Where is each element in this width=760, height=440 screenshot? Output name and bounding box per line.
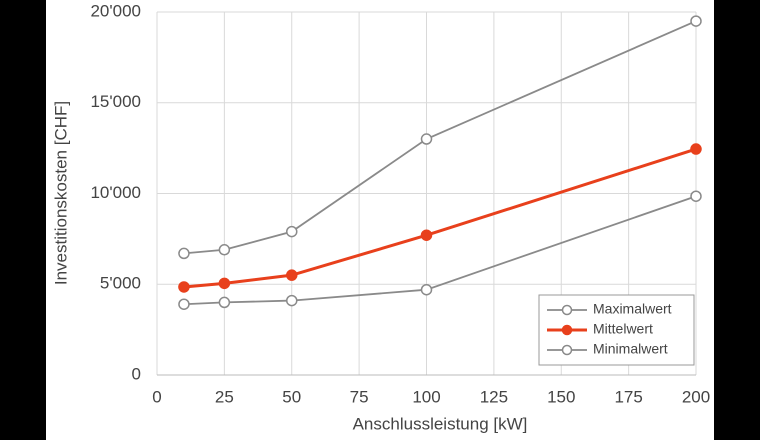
x-tick-label: 50: [282, 387, 301, 406]
x-tick-label: 125: [480, 387, 508, 406]
side-bar: [0, 0, 46, 440]
y-tick-label: 10'000: [90, 183, 141, 202]
x-tick-label: 25: [215, 387, 234, 406]
series-line: [183, 147, 697, 289]
point: [420, 133, 433, 145]
x-axis-label: Anschlussleistung [kW]: [353, 414, 528, 433]
x-tick-label: 200: [682, 387, 710, 406]
y-tick-label: 5'000: [100, 274, 141, 293]
x-tick-label: 100: [412, 387, 440, 406]
series-line: [183, 20, 697, 255]
series-line: [183, 195, 697, 306]
y-axis-label: Investitionskosten [CHF]: [51, 101, 70, 285]
point: [690, 15, 702, 27]
legend-label: Minimalwert: [593, 341, 668, 357]
point: [286, 294, 298, 307]
point: [178, 298, 190, 310]
point: [218, 277, 231, 290]
x-tick-label: 175: [614, 387, 642, 406]
point: [420, 229, 433, 241]
y-tick-label: 20'000: [90, 1, 141, 20]
point: [690, 143, 702, 155]
y-tick-label: 0: [132, 364, 141, 383]
x-tick-label: 150: [547, 387, 575, 406]
point: [286, 225, 298, 238]
point: [178, 247, 190, 260]
legend-label: Maximalwert: [593, 301, 672, 317]
x-tick-label: 0: [152, 387, 161, 406]
y-tick-label: 15'000: [90, 92, 141, 111]
point: [218, 296, 231, 309]
point: [690, 190, 702, 202]
legend-marker: [561, 324, 573, 336]
point: [286, 269, 298, 281]
legend-marker: [561, 304, 573, 316]
legend-marker: [561, 344, 573, 356]
legend-label: Mittelwert: [593, 321, 653, 337]
side-bar: [714, 0, 760, 440]
point: [420, 283, 433, 296]
point: [218, 244, 231, 256]
x-tick-label: 75: [350, 387, 369, 406]
point: [178, 281, 190, 293]
